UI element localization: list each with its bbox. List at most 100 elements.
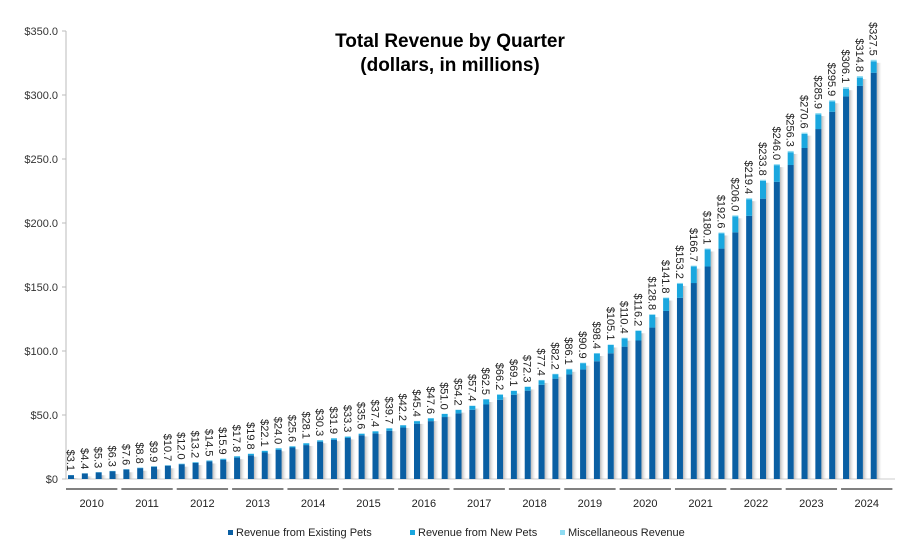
bar-segment-new bbox=[261, 450, 268, 453]
bar-segment-new bbox=[690, 266, 697, 284]
bar-segment-existing bbox=[234, 457, 241, 479]
bar-segment-existing bbox=[815, 129, 822, 479]
bar-shadow bbox=[503, 397, 509, 479]
bar-shadow bbox=[627, 340, 633, 479]
data-label: $77.4 bbox=[535, 348, 547, 376]
year-label: 2024 bbox=[854, 498, 878, 510]
bar-shadow bbox=[87, 476, 93, 479]
data-label: $4.4 bbox=[78, 448, 90, 469]
year-label: 2020 bbox=[633, 498, 657, 510]
bar-shadow bbox=[378, 434, 384, 479]
bar-segment-new bbox=[870, 61, 877, 73]
bar-shadow bbox=[835, 103, 841, 480]
bar-segment-existing bbox=[247, 455, 254, 479]
bar-shadow bbox=[170, 468, 176, 479]
data-label: $3.1 bbox=[64, 450, 76, 471]
bar-segment-misc bbox=[593, 353, 600, 354]
data-label: $19.8 bbox=[244, 422, 256, 450]
bar-shadow bbox=[115, 473, 121, 479]
bar-shadow bbox=[849, 90, 855, 479]
bar-shadow bbox=[696, 268, 702, 479]
bar-segment-existing bbox=[773, 181, 780, 479]
data-label: $42.2 bbox=[396, 393, 408, 421]
data-label: $30.3 bbox=[313, 409, 325, 437]
bar-shadow bbox=[184, 466, 190, 479]
bar-shadow bbox=[613, 347, 619, 479]
bar-segment-new bbox=[247, 453, 254, 456]
bar-segment-existing bbox=[801, 147, 808, 479]
bar-segment-new bbox=[358, 433, 365, 436]
data-label: $13.2 bbox=[189, 431, 201, 459]
bar-segment-new bbox=[427, 418, 434, 422]
year-label: 2019 bbox=[578, 498, 602, 510]
bar-segment-existing bbox=[732, 232, 739, 479]
bar-shadow bbox=[807, 135, 813, 479]
bar-segment-misc bbox=[773, 164, 780, 166]
data-label: $246.0 bbox=[770, 126, 782, 160]
bar-shadow bbox=[433, 421, 439, 479]
bar-segment-existing bbox=[275, 449, 282, 479]
bar-shadow bbox=[281, 451, 287, 479]
bar-shadow bbox=[129, 472, 135, 479]
bar-segment-existing bbox=[441, 417, 448, 479]
bar-shadow bbox=[461, 412, 467, 479]
bar-segment-existing bbox=[427, 421, 434, 479]
bar-shadow bbox=[267, 453, 273, 479]
bar-shadow bbox=[143, 470, 149, 479]
bar-segment-existing bbox=[192, 462, 199, 479]
data-label: $256.3 bbox=[784, 113, 796, 147]
bar-shadow bbox=[544, 382, 550, 479]
bar-shadow bbox=[364, 436, 370, 479]
year-label: 2010 bbox=[79, 498, 103, 510]
y-tick-label: $150.0 bbox=[24, 282, 58, 294]
data-label: $62.5 bbox=[479, 367, 491, 395]
data-label: $180.1 bbox=[701, 211, 713, 245]
bar-segment-existing bbox=[469, 409, 476, 479]
bar-shadow bbox=[710, 251, 716, 479]
bar-segment-existing bbox=[400, 427, 407, 479]
bar-segment-new bbox=[856, 77, 863, 86]
bar-segment-misc bbox=[649, 314, 656, 315]
bar-segment-misc bbox=[676, 282, 683, 284]
data-label: $192.6 bbox=[714, 195, 726, 229]
bar-segment-new bbox=[206, 460, 213, 462]
bar-segment-misc bbox=[856, 76, 863, 78]
bar-segment-existing bbox=[663, 310, 670, 479]
bar-shadow bbox=[779, 167, 785, 479]
bar-segment-new bbox=[330, 438, 337, 440]
legend-swatch-existing bbox=[228, 530, 233, 535]
y-tick-label: $300.0 bbox=[24, 90, 58, 102]
bar-segment-existing bbox=[593, 361, 600, 479]
chart-title-block: Total Revenue by Quarter (dollars, in mi… bbox=[240, 30, 660, 78]
data-label: $206.0 bbox=[728, 178, 740, 212]
data-label: $17.8 bbox=[230, 425, 242, 453]
bar-segment-existing bbox=[704, 266, 711, 479]
bar-segment-existing bbox=[109, 471, 116, 479]
bar-shadow bbox=[489, 402, 495, 479]
data-label: $45.4 bbox=[410, 389, 422, 417]
year-label: 2021 bbox=[688, 498, 712, 510]
bar-segment-existing bbox=[607, 353, 614, 479]
chart-title: Total Revenue by Quarter bbox=[335, 31, 565, 52]
bar-segment-new bbox=[289, 446, 296, 448]
bar-shadow bbox=[738, 218, 744, 479]
bar-shadow bbox=[766, 182, 771, 479]
bar-segment-new bbox=[773, 165, 780, 182]
bar-segment-existing bbox=[386, 430, 393, 479]
bar-segment-new bbox=[607, 344, 614, 354]
bar-segment-existing bbox=[330, 439, 337, 479]
bar-segment-new bbox=[635, 330, 642, 341]
data-label: $10.7 bbox=[161, 434, 173, 462]
bar-segment-new bbox=[483, 399, 490, 405]
data-label: $82.2 bbox=[548, 342, 560, 370]
data-label: $327.5 bbox=[867, 22, 879, 56]
year-label: 2012 bbox=[190, 498, 214, 510]
bar-segment-existing bbox=[137, 468, 144, 479]
chart-subtitle: (dollars, in millions) bbox=[360, 55, 540, 76]
bar-segment-new bbox=[441, 413, 448, 418]
data-label: $47.6 bbox=[424, 387, 436, 415]
bar-segment-misc bbox=[635, 330, 642, 331]
bar-segment-new bbox=[760, 180, 766, 199]
bar-segment-misc bbox=[843, 87, 850, 89]
